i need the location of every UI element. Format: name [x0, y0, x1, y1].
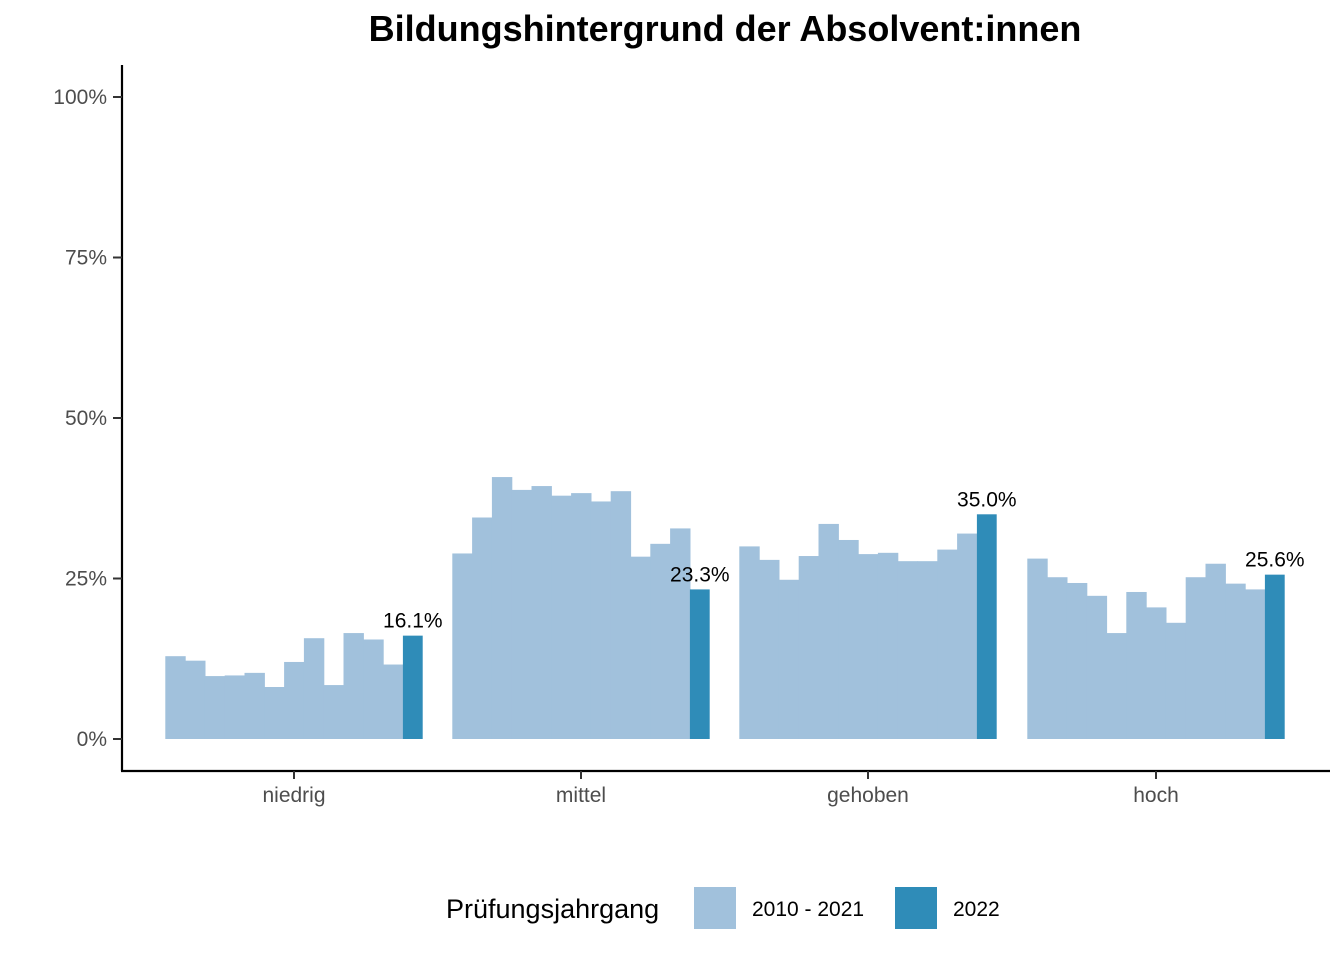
bar-niedrig-2016	[284, 661, 305, 739]
bar-hoch-2010	[1027, 558, 1048, 739]
legend-swatch-current	[895, 887, 937, 929]
bar-gehoben-2021	[957, 533, 978, 739]
bar-niedrig-2017	[303, 638, 325, 739]
bar-hoch-2019	[1205, 563, 1226, 739]
data-label-gehoben: 35.0%	[957, 488, 1017, 511]
legend-label-past: 2010 - 2021	[752, 898, 864, 921]
bar-gehoben-2013	[798, 556, 820, 739]
bar-niedrig-2010	[165, 656, 186, 739]
bar-hoch-2017	[1165, 622, 1187, 739]
bar-mittel-2020	[650, 543, 671, 739]
bar-gehoben-2016	[858, 554, 879, 739]
bar-mittel-2018	[610, 491, 632, 739]
legend: Prüfungsjahrgang 2010 - 2021 2022	[446, 887, 1000, 929]
x-tick-label-2: gehoben	[827, 784, 909, 807]
bar-hoch-2015	[1126, 591, 1147, 739]
x-tick-label-3: hoch	[1133, 784, 1179, 807]
bar-gehoben-2011	[759, 559, 780, 739]
bar-mittel-2014	[531, 486, 552, 739]
bar-hoch-2018	[1185, 577, 1207, 739]
bar-mittel-2010	[452, 553, 473, 739]
bar-gehoben-2019	[917, 561, 938, 739]
bar-gehoben-2022	[976, 514, 997, 739]
bar-hoch-2016	[1146, 607, 1167, 739]
bar-mittel-2013	[511, 489, 533, 739]
bar-mittel-2022	[689, 589, 710, 739]
bar-gehoben-2012	[778, 579, 800, 739]
y-tick-label-4: 100%	[53, 86, 107, 109]
bar-gehoben-2017	[877, 552, 899, 739]
bar-niedrig-2021	[383, 664, 404, 739]
bar-mittel-2012	[491, 477, 513, 739]
bar-hoch-2014	[1106, 633, 1127, 739]
data-label-mittel: 23.3%	[670, 563, 730, 586]
bar-niedrig-2014	[244, 672, 265, 739]
y-tick-label-0: 0%	[77, 728, 107, 751]
bar-niedrig-2022	[402, 635, 423, 739]
y-tick-label-3: 75%	[65, 247, 107, 270]
bar-niedrig-2018	[323, 685, 345, 739]
bar-hoch-2020	[1225, 583, 1246, 739]
bar-gehoben-2020	[937, 549, 958, 739]
bar-niedrig-2015	[264, 687, 285, 739]
y-tick-label-1: 25%	[65, 568, 107, 591]
x-tick-label-1: mittel	[556, 784, 606, 807]
x-axis: niedrig mittel gehoben hoch	[262, 771, 1179, 807]
data-label-hoch: 25.6%	[1245, 549, 1305, 572]
legend-title: Prüfungsjahrgang	[446, 894, 659, 924]
bar-niedrig-2011	[185, 660, 206, 739]
plot-area	[165, 477, 1285, 739]
bar-niedrig-2013	[224, 675, 246, 739]
bar-mittel-2011	[472, 517, 493, 739]
x-tick-label-0: niedrig	[262, 784, 325, 807]
bar-mittel-2019	[630, 556, 651, 739]
bar-niedrig-2020	[363, 639, 384, 739]
bar-gehoben-2014	[818, 523, 839, 739]
bar-niedrig-2019	[343, 633, 364, 739]
bar-gehoben-2015	[838, 539, 859, 739]
bar-mittel-2016	[571, 493, 592, 739]
bar-gehoben-2010	[739, 546, 760, 739]
bar-hoch-2012	[1066, 582, 1088, 739]
data-label-niedrig: 16.1%	[383, 610, 443, 633]
y-tick-label-2: 50%	[65, 407, 107, 430]
bar-hoch-2022	[1264, 574, 1285, 739]
bar-niedrig-2012	[204, 676, 226, 739]
data-labels: 16.1% 23.3% 35.0% 25.6%	[383, 488, 1305, 632]
bar-mittel-2015	[551, 495, 572, 739]
bar-mittel-2021	[670, 528, 691, 739]
bar-hoch-2021	[1245, 589, 1266, 739]
bar-mittel-2017	[590, 501, 612, 739]
y-axis: 0% 25% 50% 75% 100%	[53, 86, 122, 751]
bar-hoch-2011	[1047, 577, 1068, 739]
legend-swatch-past	[694, 887, 736, 929]
chart-title: Bildungshintergrund der Absolvent:innen	[369, 8, 1082, 49]
legend-label-current: 2022	[953, 898, 1000, 921]
bar-hoch-2013	[1086, 595, 1108, 739]
bar-gehoben-2018	[897, 561, 919, 739]
